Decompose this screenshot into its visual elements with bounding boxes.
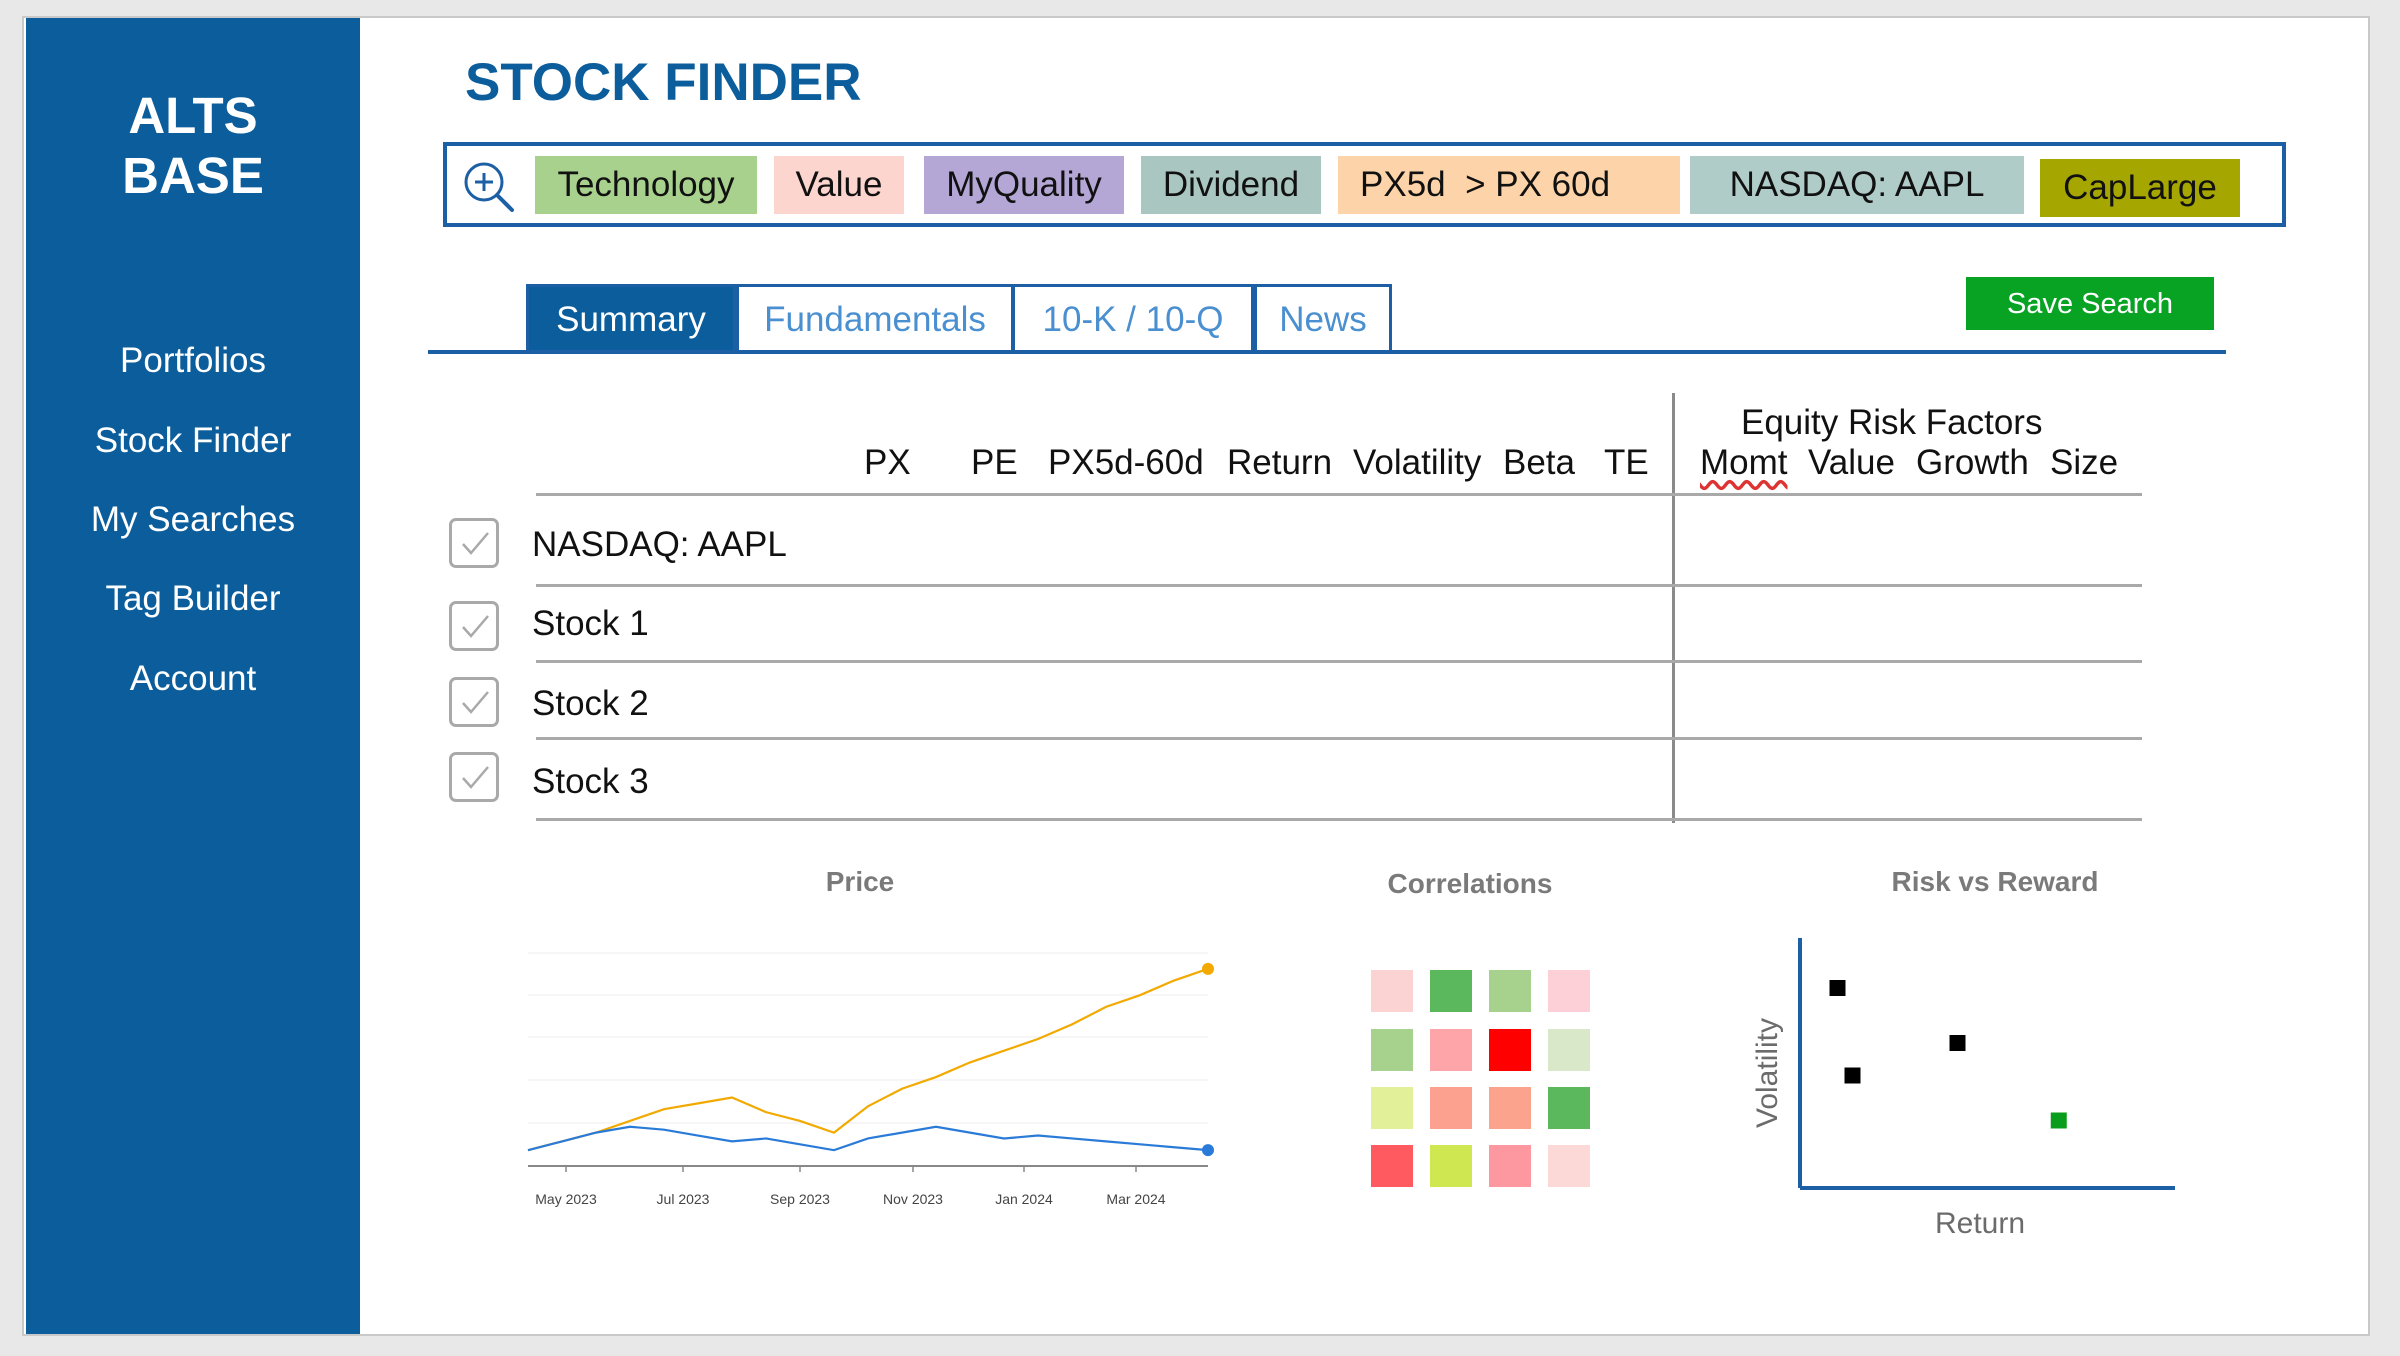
col-value: Value — [1808, 443, 1895, 482]
correlations-chart-title: Correlations — [1387, 868, 1553, 899]
heatmap-cell — [1548, 1145, 1590, 1187]
checkmark-icon — [462, 691, 489, 714]
table-bottom-line — [536, 818, 2142, 821]
heatmap-cell — [1489, 1087, 1531, 1129]
scatter-point — [1949, 1035, 1966, 1051]
sidebar: ALTS BASE Portfolios Stock Finder My Sea… — [26, 18, 360, 1334]
page-title: STOCK FINDER — [465, 53, 862, 112]
price-series-line — [527, 967, 1209, 1152]
scatter-point — [2050, 1112, 2067, 1129]
heatmap-cell — [1371, 970, 1413, 1012]
scatter-point — [1844, 1067, 1861, 1084]
heatmap-cell — [1489, 1029, 1531, 1071]
x-tick-label: Jul 2023 — [657, 1191, 710, 1207]
row-checkbox-stock-1[interactable] — [449, 601, 499, 651]
heatmap-cell — [1489, 970, 1531, 1012]
heatmap-cell — [1371, 1145, 1413, 1187]
y-axis-label: Volatility — [1751, 1018, 1784, 1128]
tab-fundamentals[interactable]: Fundamentals — [736, 284, 1014, 350]
row-checkbox-stock-3[interactable] — [449, 752, 499, 802]
brand-logo: ALTS BASE — [26, 86, 360, 206]
x-axis-label: Return — [1935, 1207, 2025, 1240]
risk-reward-chart: Return Volatility — [1751, 938, 2175, 1240]
col-return: Return — [1227, 443, 1333, 482]
checkmark-icon — [462, 532, 489, 555]
heatmap-cell — [1489, 1145, 1531, 1187]
col-growth: Growth — [1916, 443, 2029, 482]
col-beta: Beta — [1503, 443, 1575, 482]
x-tick-label: Mar 2024 — [1106, 1191, 1165, 1207]
nav-portfolios[interactable]: Portfolios — [120, 341, 266, 380]
checkmark-icon — [462, 766, 489, 789]
price-series-line — [527, 1125, 1209, 1152]
header-divider — [536, 493, 2142, 496]
price-chart: May 2023 Jul 2023 Sep 2023 Nov 2023 Jan 2024… — [527, 952, 1214, 1207]
tab-10k-10q[interactable]: 10-K / 10-Q — [1012, 284, 1254, 350]
col-px5d-60d: PX5d-60d — [1048, 443, 1204, 482]
tag-technology[interactable]: Technology — [535, 156, 757, 214]
x-tick-label: Jan 2024 — [995, 1191, 1053, 1207]
slide-canvas — [22, 16, 2370, 1336]
heatmap-cell — [1430, 1087, 1472, 1129]
series-end-marker — [1202, 962, 1214, 975]
heatmap-cell — [1430, 1145, 1472, 1187]
tag-myquality[interactable]: MyQuality — [924, 156, 1124, 214]
tag-nasdaq-aapl[interactable]: NASDAQ: AAPL — [1690, 156, 2024, 214]
col-volatility: Volatility — [1353, 443, 1482, 482]
col-te: TE — [1604, 443, 1649, 482]
price-chart-title: Price — [825, 866, 895, 897]
row-divider — [536, 660, 2142, 663]
tag-px5d-gt-px60d[interactable]: PX5d > PX 60d — [1338, 156, 1680, 214]
tag-value[interactable]: Value — [774, 156, 904, 214]
risk-factor-divider — [1672, 393, 1675, 823]
checkmark-icon — [462, 615, 489, 638]
col-pe: PE — [971, 443, 1018, 482]
heatmap-cell — [1430, 970, 1472, 1012]
heatmap-cell — [1371, 1029, 1413, 1071]
heatmap-cell — [1548, 1087, 1590, 1129]
brand-line-2: BASE — [122, 147, 264, 204]
row-divider — [536, 584, 2142, 587]
save-search-button[interactable]: Save Search — [1966, 277, 2214, 330]
row-label-stock-3: Stock 3 — [532, 762, 649, 801]
tag-caplarge[interactable]: CapLarge — [2040, 159, 2240, 217]
scatter-point — [1829, 980, 1846, 996]
col-momt: Momt — [1700, 443, 1788, 482]
row-divider — [536, 737, 2142, 740]
tab-summary[interactable]: Summary — [526, 284, 736, 350]
zoom-in-icon[interactable] — [460, 158, 516, 214]
row-label-aapl: NASDAQ: AAPL — [532, 525, 787, 564]
row-checkbox-aapl[interactable] — [449, 518, 499, 568]
nav-my-searches[interactable]: My Searches — [90, 500, 296, 539]
col-size: Size — [2050, 443, 2119, 482]
nav-account[interactable]: Account — [129, 659, 257, 698]
nav-stock-finder[interactable]: Stock Finder — [94, 421, 292, 460]
brand-line-1: ALTS — [128, 87, 258, 144]
tab-underline — [428, 350, 2226, 354]
row-label-stock-2: Stock 2 — [532, 684, 649, 723]
x-tick-label: May 2023 — [535, 1191, 597, 1207]
heatmap-cell — [1548, 1029, 1590, 1071]
heatmap-cell — [1430, 1029, 1472, 1071]
heatmap-cell — [1371, 1087, 1413, 1129]
col-px: PX — [864, 443, 911, 482]
tag-dividend[interactable]: Dividend — [1141, 156, 1321, 214]
x-tick-label: Nov 2023 — [883, 1191, 943, 1207]
tab-news[interactable]: News — [1254, 284, 1392, 350]
nav-tag-builder[interactable]: Tag Builder — [105, 579, 281, 618]
row-label-stock-1: Stock 1 — [532, 604, 649, 643]
equity-risk-factors-title: Equity Risk Factors — [1741, 403, 2043, 442]
row-checkbox-stock-2[interactable] — [449, 677, 499, 727]
risk-reward-chart-title: Risk vs Reward — [1891, 866, 2099, 897]
series-end-marker — [1202, 1144, 1214, 1157]
x-tick-label: Sep 2023 — [770, 1191, 830, 1207]
heatmap-cell — [1548, 970, 1590, 1012]
